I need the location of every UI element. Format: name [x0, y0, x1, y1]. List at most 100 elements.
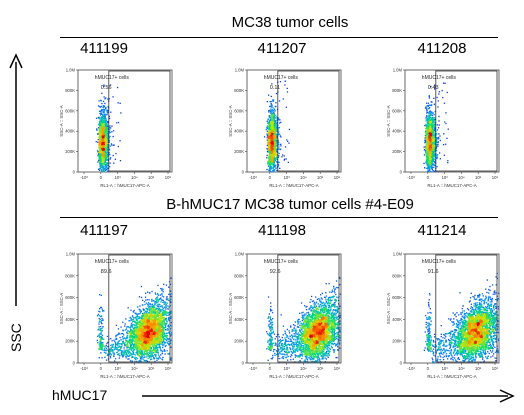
event-dot	[106, 124, 108, 127]
event-dot	[426, 121, 428, 123]
event-dot	[428, 129, 430, 131]
event-dot	[109, 166, 111, 168]
event-dot	[97, 105, 100, 107]
event-dot	[104, 131, 106, 133]
event-dot	[425, 129, 427, 131]
event-dot	[433, 170, 435, 173]
event-dot	[102, 134, 104, 136]
event-dot	[430, 166, 433, 168]
event-dot	[430, 140, 432, 142]
event-dot	[270, 157, 272, 159]
event-dot	[154, 348, 156, 350]
event-dot	[271, 145, 274, 147]
event-dot	[270, 166, 272, 168]
event-dot	[426, 135, 428, 137]
event-dot	[268, 169, 270, 172]
event-dot	[100, 128, 103, 130]
event-dot	[267, 127, 269, 129]
event-dot	[106, 128, 108, 130]
event-dot	[270, 151, 272, 153]
y-axis-label: SSC	[8, 323, 24, 352]
event-dot	[103, 126, 105, 129]
event-dot	[272, 157, 275, 159]
event-dot	[431, 156, 433, 158]
event-dot	[273, 163, 275, 165]
gate-value: 0.11	[270, 85, 280, 91]
event-dot	[270, 116, 272, 118]
event-dot	[102, 159, 104, 161]
events	[95, 84, 122, 173]
event-dot	[99, 142, 102, 144]
event-dot	[107, 141, 109, 143]
event-dot	[270, 146, 273, 149]
event-dot	[427, 122, 430, 124]
event-dot	[268, 132, 270, 134]
event-dot	[104, 115, 106, 117]
event-dot	[104, 142, 106, 144]
event-dot	[270, 168, 272, 170]
event-dot	[437, 141, 439, 143]
event-dot	[101, 150, 103, 152]
event-dot	[164, 329, 167, 331]
event-dot	[438, 124, 440, 126]
event-dot	[102, 136, 104, 138]
x-axis-arrow	[142, 389, 515, 403]
event-dot	[273, 116, 275, 118]
event-dot	[136, 321, 138, 324]
event-dot	[99, 126, 101, 128]
event-dot	[434, 143, 436, 145]
event-dot	[99, 132, 101, 134]
y-tick-label: 1.0M	[235, 68, 245, 73]
event-dot	[430, 155, 432, 157]
event-dot	[273, 111, 275, 113]
event-dot	[109, 158, 111, 160]
event-dot	[276, 127, 278, 129]
event-dot	[100, 139, 102, 141]
event-dot	[425, 143, 427, 146]
event-dot	[429, 141, 431, 143]
event-dot	[427, 141, 429, 143]
event-dot	[104, 169, 107, 171]
event-dot	[274, 169, 276, 171]
event-dot	[106, 114, 108, 116]
event-dot	[436, 96, 438, 99]
event-dot	[441, 89, 443, 92]
event-dot	[165, 311, 167, 313]
event-dot	[150, 352, 152, 354]
event-dot	[426, 102, 428, 104]
event-dot	[431, 136, 433, 138]
event-dot	[272, 161, 274, 164]
event-dot	[266, 139, 269, 142]
x-tick-label: -10³	[249, 175, 257, 180]
event-dot	[426, 105, 428, 107]
event-dot	[425, 120, 427, 122]
event-dot	[103, 169, 105, 171]
event-dot	[103, 136, 105, 138]
event-dot	[127, 340, 129, 342]
event-dot	[101, 128, 103, 130]
event-dot	[100, 100, 102, 102]
event-dot	[108, 139, 110, 141]
event-dot	[146, 330, 149, 332]
event-dot	[269, 170, 271, 172]
event-dot	[272, 120, 275, 122]
event-dot	[159, 333, 162, 335]
event-dot	[268, 155, 270, 157]
event-dot	[429, 119, 431, 122]
event-dot	[105, 123, 107, 125]
event-dot	[144, 296, 147, 298]
event-dot	[427, 156, 430, 159]
event-dot	[425, 150, 427, 152]
event-dot	[272, 128, 274, 130]
event-dot	[107, 125, 109, 127]
event-dot	[271, 129, 274, 131]
event-dot	[97, 151, 99, 153]
event-dot	[269, 144, 271, 146]
event-dot	[99, 158, 101, 160]
event-dot	[106, 162, 108, 164]
event-dot	[112, 135, 114, 138]
event-dot	[277, 127, 279, 129]
x-tick-label: 0	[269, 175, 272, 180]
event-dot	[278, 100, 281, 102]
sample-id: 411198	[258, 222, 306, 239]
